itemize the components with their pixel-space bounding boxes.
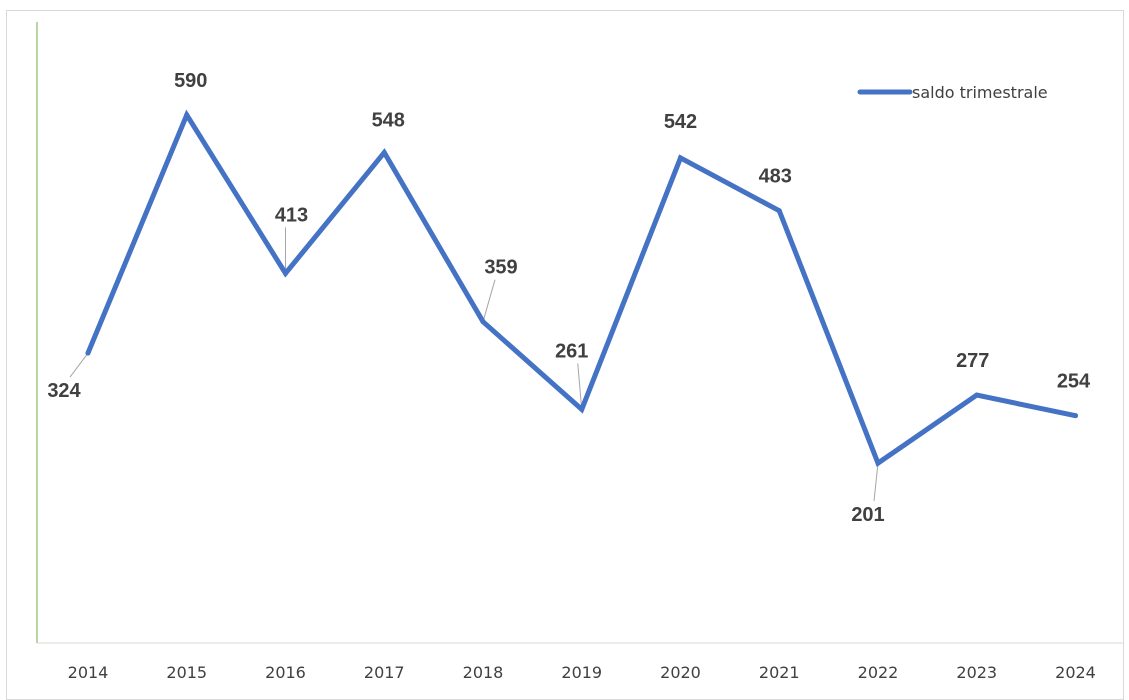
data-point-2024 bbox=[1073, 413, 1078, 419]
x-tick-label-2023: 2023 bbox=[956, 663, 997, 682]
x-tick-label-2018: 2018 bbox=[463, 663, 504, 682]
data-label-2019: 261 bbox=[555, 340, 588, 362]
x-tick-label-2016: 2016 bbox=[265, 663, 306, 682]
x-tick-label-2021: 2021 bbox=[759, 663, 800, 682]
data-point-2014 bbox=[85, 350, 91, 356]
data-label-2018: 359 bbox=[484, 257, 517, 279]
leader-lines bbox=[69, 227, 879, 502]
data-point-2018 bbox=[480, 319, 486, 325]
data-label-2021: 483 bbox=[759, 166, 792, 188]
data-label-2017: 548 bbox=[372, 110, 405, 132]
data-label-2016: 413 bbox=[275, 204, 308, 226]
x-tick-label-2019: 2019 bbox=[561, 663, 602, 682]
x-tick-label-2015: 2015 bbox=[166, 663, 207, 682]
leader-line-2022 bbox=[873, 463, 879, 502]
data-point-2015 bbox=[184, 112, 190, 118]
x-tick-label-2014: 2014 bbox=[68, 663, 109, 682]
data-point-2023 bbox=[974, 392, 980, 398]
leader-line-2019 bbox=[577, 363, 583, 410]
data-point-2020 bbox=[678, 155, 683, 161]
data-label-2015: 590 bbox=[174, 70, 207, 92]
data-label-2022: 201 bbox=[851, 504, 884, 526]
leader-line-2014 bbox=[69, 352, 89, 378]
data-label-2023: 277 bbox=[956, 350, 989, 372]
data-point-2022 bbox=[875, 460, 881, 466]
x-tick-label-2017: 2017 bbox=[364, 663, 405, 682]
legend: saldo trimestrale bbox=[857, 83, 1048, 102]
data-points bbox=[85, 112, 1078, 466]
x-tick-label-2022: 2022 bbox=[858, 663, 899, 682]
data-point-2021 bbox=[776, 208, 782, 214]
data-label-2014: 324 bbox=[47, 380, 81, 402]
data-labels: 324 590 413 548 359 261 542 483 201 277 254 bbox=[47, 70, 1091, 526]
x-axis-tick-labels: 2014 2015 2016 2017 2018 2019 2020 2021 2022 2023… bbox=[68, 663, 1096, 682]
x-tick-label-2020: 2020 bbox=[660, 663, 701, 682]
data-point-2019 bbox=[579, 406, 585, 412]
leader-line-2018 bbox=[482, 279, 496, 322]
data-label-2024: 254 bbox=[1057, 371, 1091, 393]
x-tick-label-2024: 2024 bbox=[1055, 663, 1096, 682]
data-point-2017 bbox=[381, 150, 387, 156]
data-label-2020: 542 bbox=[664, 111, 697, 133]
legend-label: saldo trimestrale bbox=[912, 83, 1048, 102]
data-point-2016 bbox=[283, 270, 288, 276]
